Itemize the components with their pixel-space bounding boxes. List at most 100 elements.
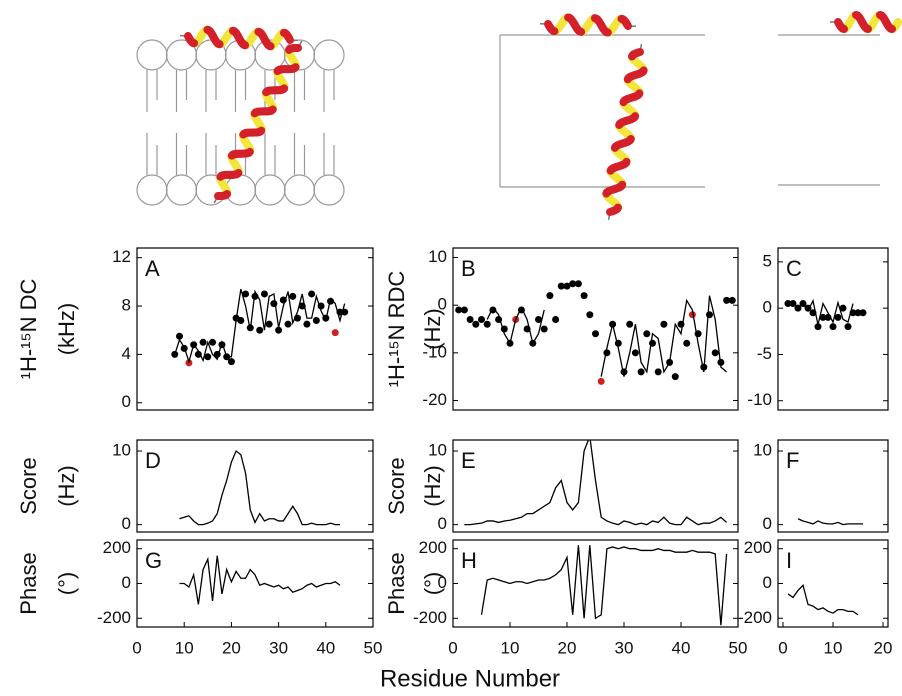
- data-point: [654, 368, 662, 376]
- y-tick-label: -10: [747, 390, 772, 409]
- panel: D 0 10 Score (Hz): [16, 439, 374, 533]
- data-point: [829, 323, 837, 331]
- axes-frame: [136, 439, 374, 533]
- data-point: [284, 320, 292, 328]
- plot-area: [797, 518, 863, 526]
- data-point: [660, 320, 668, 328]
- y-tick-label: 0: [763, 573, 772, 592]
- y-axis-label: (Hz): [420, 465, 445, 507]
- lipid-head: [313, 174, 345, 206]
- axes-frame: [777, 539, 889, 628]
- data-point: [859, 309, 867, 317]
- data-point: [552, 315, 560, 323]
- y-axis-label: (°): [54, 572, 79, 595]
- y-tick-label: -200: [738, 608, 772, 627]
- data-point: [256, 326, 264, 334]
- data-point: [540, 325, 548, 333]
- y-axis-label: ¹H-¹⁵N RDC: [384, 271, 409, 388]
- y-axis-label: Phase: [384, 552, 409, 614]
- x-tick-label: 20: [222, 638, 241, 657]
- y-axis-label: (Hz): [54, 465, 79, 507]
- y-tick-label: 10: [428, 441, 447, 460]
- y-tick-label: -20: [422, 390, 447, 409]
- panel-label: G: [145, 548, 162, 573]
- helix-ribbon: [606, 207, 617, 216]
- data-point: [535, 315, 542, 323]
- y-tick-label: 200: [419, 538, 447, 557]
- data-point: [854, 309, 862, 317]
- axes-frame: [777, 439, 889, 533]
- y-tick-label: 200: [103, 538, 131, 557]
- data-point: [237, 317, 245, 325]
- data-point: [649, 339, 656, 347]
- panel: C -10 -5 0 5: [747, 247, 889, 411]
- data-point: [839, 304, 847, 312]
- data-point: [242, 290, 250, 298]
- data-line: [464, 440, 728, 526]
- plot-area: [179, 450, 340, 526]
- helix-ribbon: [284, 45, 294, 54]
- x-tick-label: 50: [364, 638, 383, 657]
- data-point: [814, 323, 822, 331]
- x-tick-label: 0: [448, 638, 457, 657]
- y-axis-label: ¹H-¹⁵N DC: [16, 279, 41, 380]
- helix: [179, 25, 299, 51]
- y-axis-label: Phase: [16, 552, 41, 614]
- y-axis-label: (kHz): [54, 303, 79, 356]
- data-point: [289, 292, 297, 300]
- data-point: [478, 315, 485, 323]
- data-point: [784, 300, 792, 308]
- data-point: [194, 350, 202, 358]
- panel-label: D: [145, 448, 161, 473]
- helix-ribbon: [216, 171, 226, 181]
- y-tick-label: 0: [438, 295, 447, 314]
- helix-ribbon: [610, 142, 620, 152]
- y-tick-label: 5: [763, 251, 772, 270]
- data-line: [787, 583, 859, 616]
- data-point: [460, 306, 468, 314]
- axes-frame: [452, 247, 739, 411]
- y-tick-label: 10: [428, 247, 447, 266]
- y-tick-label: 10: [753, 441, 772, 460]
- lipid-head: [136, 174, 168, 206]
- data-point: [455, 306, 463, 314]
- panel-label: H: [461, 548, 477, 573]
- helix-ribbon: [262, 87, 272, 97]
- y-tick-label: -10: [422, 342, 447, 361]
- y-tick-label: 4: [122, 344, 131, 363]
- data-point: [569, 280, 577, 288]
- panel: A 0 4 8 12 ¹H-¹⁵N DC (kHz): [16, 247, 374, 411]
- y-tick-label: 0: [438, 514, 447, 533]
- data-point: [844, 323, 852, 331]
- data-point: [711, 349, 719, 357]
- x-tick-label: 40: [316, 638, 335, 657]
- x-tick-label: 0: [132, 638, 141, 657]
- y-tick-label: 0: [763, 514, 772, 533]
- axes-frame: [777, 247, 889, 411]
- data-point: [563, 282, 571, 290]
- data-point: [209, 338, 217, 346]
- y-tick-label: 0: [763, 298, 772, 317]
- data-point: [643, 330, 651, 338]
- data-line: [600, 295, 728, 377]
- helix-ribbon: [628, 51, 637, 61]
- plot-area: [455, 280, 736, 385]
- panel: F 0 10: [753, 439, 889, 533]
- lipid-head: [313, 39, 345, 71]
- helix-ribbon: [284, 33, 294, 44]
- helix: [539, 13, 637, 37]
- x-tick-label: 20: [558, 638, 577, 657]
- panel-label: C: [786, 256, 802, 281]
- helix-ribbon: [227, 150, 237, 160]
- data-point: [723, 296, 731, 304]
- data-point: [199, 338, 207, 346]
- x-tick-label: 10: [501, 638, 520, 657]
- data-line: [486, 306, 545, 345]
- panel-label: E: [461, 448, 476, 473]
- data-point: [626, 320, 634, 328]
- y-tick-label: 0: [122, 392, 131, 411]
- data-point: [270, 300, 278, 308]
- helix-ribbon: [239, 129, 249, 139]
